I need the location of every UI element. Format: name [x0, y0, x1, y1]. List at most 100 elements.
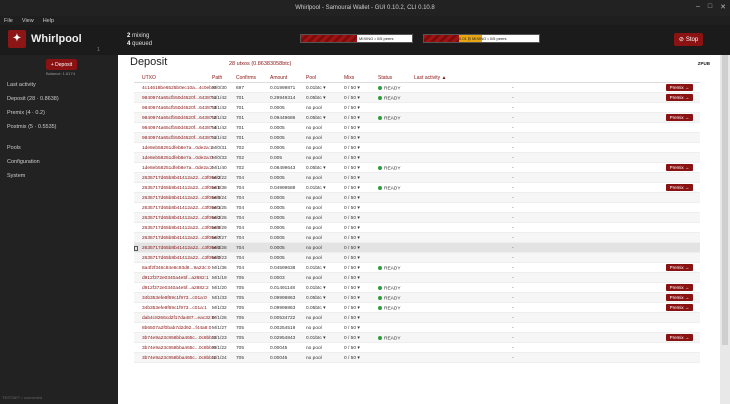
pool-select[interactable]: 0.05btc ▾	[306, 116, 326, 121]
table-row[interactable]: 9840974a65cfb50d4520f...64387:3 M/1/42 701…	[134, 103, 700, 113]
table-row[interactable]: 2635717d65b8b41412a22...c3f09e:5 M/0/24 70…	[134, 193, 700, 203]
stop-button[interactable]: ⊘ Stop	[674, 33, 703, 46]
mixs-select[interactable]: 0 / 50 ▾	[344, 176, 360, 181]
table-row[interactable]: 2635717d65b8b41412a22...c3f09e:7 M/0/27 70…	[134, 233, 700, 243]
mixs-select[interactable]: 0 / 50 ▾	[344, 136, 360, 141]
maximize-icon[interactable]: □	[707, 3, 713, 10]
table-row[interactable]: 2635717d65b8b41412a22...c3f09e:1 M/0/25 70…	[134, 203, 700, 213]
table-row[interactable]: 2635717d65b8b41412a22...c3f09e:8 M/1/38 70…	[134, 183, 700, 193]
premix-button[interactable]: Premix →	[666, 334, 693, 341]
mixs-select[interactable]: 0 / 50 ▾	[344, 126, 360, 131]
table-row[interactable]: 4c14618be6525b0ec10a...4c0eb:0 M/0/30 697 0…	[134, 83, 700, 93]
menu-view[interactable]: View	[21, 17, 34, 24]
utxo-cell[interactable]: d912f372e0340a4e5f...a2882:1	[142, 276, 209, 281]
table-row[interactable]: 1de8eb58251dfeb8e7a...0de2a:0 M/0/33 702 0.…	[134, 153, 700, 163]
premix-button[interactable]: Premix →	[666, 294, 693, 301]
sidebar-item-postmix[interactable]: Postmix (5 · 0.5535)	[7, 124, 57, 130]
premix-button[interactable]: Premix →	[666, 284, 693, 291]
pool-select[interactable]: no pool	[306, 276, 322, 281]
mixs-select[interactable]: 0 / 50 ▾	[344, 336, 360, 341]
pool-select[interactable]: 0.01btc ▾	[306, 86, 326, 91]
utxo-cell[interactable]: 2635717d65b8b41412a22...c3f09e:4	[142, 246, 221, 251]
pool-select[interactable]: 0.01btc ▾	[306, 286, 326, 291]
pool-select[interactable]: no pool	[306, 156, 322, 161]
utxo-cell[interactable]: 2635717d65b8b41412a22...c3f09e:2	[142, 176, 221, 181]
table-row[interactable]: 34b353efe8f69c1f973...c01a:1 M/1/32 705 0.0…	[134, 303, 700, 313]
mixs-select[interactable]: 0 / 50 ▾	[344, 286, 360, 291]
pool-select[interactable]: no pool	[306, 176, 322, 181]
mixs-select[interactable]: 0 / 50 ▾	[344, 156, 360, 161]
table-row[interactable]: 1de8eb58251dfeb8e7a...0de2a:1 M/0/31 702 0.…	[134, 143, 700, 153]
close-icon[interactable]: ✕	[720, 4, 726, 11]
utxo-cell[interactable]: d912f372e0340a4e5f...a2882:2	[142, 286, 209, 291]
utxo-cell[interactable]: 1de8eb58251dfeb8e7a...0de2a:2	[142, 166, 213, 171]
mixs-select[interactable]: 0 / 50 ▾	[344, 96, 360, 101]
utxo-cell[interactable]: 9840974a65cfb50d4520f...64387:3	[142, 106, 217, 111]
table-row[interactable]: 3b74e9a23c958bba465c...0c8bb:1 M/1/24 705 0…	[134, 353, 700, 363]
premix-button[interactable]: Premix →	[666, 84, 693, 91]
utxo-cell[interactable]: 4c14618be6525b0ec10a...4c0eb:0	[142, 86, 216, 91]
utxo-cell[interactable]: 2635717d65b8b41412a22...c3f09e:5	[142, 196, 221, 201]
utxo-cell[interactable]: 2635717d65b8b41412a22...c3f09e:6	[142, 226, 221, 231]
col-amount[interactable]: Amount	[270, 75, 288, 81]
col-mixs[interactable]: Mixs	[344, 75, 355, 81]
mix-progress-1[interactable]: MIXING • 0/5 peers	[300, 34, 413, 43]
table-row[interactable]: 9840974a65cfb50d4520f...64387:4 M/1/42 701…	[134, 123, 700, 133]
col-last-activity[interactable]: Last activity ▲	[414, 75, 447, 81]
table-row[interactable]: 9840974a65cfb50d4520f...64387:1 M/1/42 701…	[134, 133, 700, 143]
table-row[interactable]: 34b353efe8f69c1f973...c01a:0 M/1/33 705 0.0…	[134, 293, 700, 303]
mixs-select[interactable]: 0 / 50 ▾	[344, 276, 360, 281]
mixs-select[interactable]: 0 / 50 ▾	[344, 216, 360, 221]
mixs-select[interactable]: 0 / 50 ▾	[344, 236, 360, 241]
menu-help[interactable]: Help	[42, 17, 55, 24]
pool-select[interactable]: 0.01btc ▾	[306, 186, 326, 191]
utxo-cell[interactable]: 34b353efe8f69c1f973...c01a:1	[142, 306, 207, 311]
utxo-cell[interactable]: 3b74e9a23c958bba465c...0c8bb:3	[142, 336, 216, 341]
mixs-select[interactable]: 0 / 50 ▾	[344, 306, 360, 311]
table-row[interactable]: 2635717d65b8b41412a22...c3f09e:2 M/0/22 70…	[134, 173, 700, 183]
mixs-select[interactable]: 0 / 50 ▾	[344, 196, 360, 201]
col-utxo[interactable]: UTXO	[142, 75, 156, 81]
mixs-select[interactable]: 0 / 50 ▾	[344, 166, 360, 171]
minimize-icon[interactable]: –	[695, 3, 700, 10]
mixs-select[interactable]: 0 / 50 ▾	[344, 346, 360, 351]
utxo-cell[interactable]: 8a4f2f346c84e8c93d8...9a23c:0	[142, 266, 211, 271]
mixs-select[interactable]: 0 / 50 ▾	[344, 296, 360, 301]
utxo-cell[interactable]: 9840974a65cfb50d4520f...64387:2	[142, 116, 217, 121]
main-scrollbar[interactable]	[720, 55, 730, 404]
table-row[interactable]: 1de8eb58251dfeb8e7a...0de2a:2 M/1/40 702 0.…	[134, 163, 700, 173]
col-pool[interactable]: Pool	[306, 75, 317, 81]
premix-button[interactable]: Premix →	[666, 264, 693, 271]
mixs-select[interactable]: 0 / 50 ▾	[344, 146, 360, 151]
utxo-cell[interactable]: 2635717d65b8b41412a22...c3f09e:3	[142, 216, 221, 221]
zpub-button[interactable]: ZPUB	[697, 61, 710, 66]
utxo-cell[interactable]: 9840974a65cfb50d4520f...64387:4	[142, 126, 217, 131]
col-confirms[interactable]: Confirms	[236, 75, 257, 81]
col-status[interactable]: Status	[378, 75, 393, 81]
mixs-select[interactable]: 0 / 50 ▾	[344, 266, 360, 271]
utxo-cell[interactable]: 8b6507a2f0bab7d2d92...f44a8:0	[142, 326, 212, 331]
utxo-cell[interactable]: 2635717d65b8b41412a22...c3f09e:8	[142, 186, 221, 191]
table-row[interactable]: 3b74e9a23c958bba465c...0c8bb:3 M/1/23 705 0…	[134, 333, 700, 343]
utxo-cell[interactable]: 9840974a65cfb50d4520f...64387:1	[142, 96, 217, 101]
utxo-cell[interactable]: 3b74e9a23c958bba465c...0c8bb:0	[142, 346, 216, 351]
table-row[interactable]: 3b74e9a23c958bba465c...0c8bb:0 M/1/22 705 0…	[134, 343, 700, 353]
utxo-cell[interactable]: 1de8eb58251dfeb8e7a...0de2a:1	[142, 146, 213, 151]
pool-select[interactable]: 0.05btc ▾	[306, 166, 326, 171]
mixs-select[interactable]: 0 / 50 ▾	[344, 106, 360, 111]
sidebar-item-last-activity[interactable]: Last activity	[7, 82, 36, 88]
pool-select[interactable]: no pool	[306, 316, 322, 321]
table-row[interactable]: 2635717d65b8b41412a22...c3f09e:6 M/0/29 70…	[134, 223, 700, 233]
menu-file[interactable]: File	[4, 17, 13, 24]
mixs-select[interactable]: 0 / 50 ▾	[344, 86, 360, 91]
clipboard-icon[interactable]	[134, 246, 138, 251]
sidebar-item-deposit[interactable]: Deposit (28 · 0.8638)	[7, 96, 59, 102]
premix-button[interactable]: Premix →	[666, 184, 693, 191]
sidebar-item-system[interactable]: System	[7, 173, 26, 179]
premix-button[interactable]: Premix →	[666, 164, 693, 171]
table-row[interactable]: d912f372e0340a4e5f...a2882:1 M/1/19 705 0.0…	[134, 273, 700, 283]
table-row[interactable]: 9840974a65cfb50d4520f...64387:1 M/1/42 701…	[134, 93, 700, 103]
utxo-cell[interactable]: 3b74e9a23c958bba465c...0c8bb:1	[142, 356, 216, 361]
pool-select[interactable]: no pool	[306, 196, 322, 201]
col-path[interactable]: Path	[212, 75, 223, 81]
